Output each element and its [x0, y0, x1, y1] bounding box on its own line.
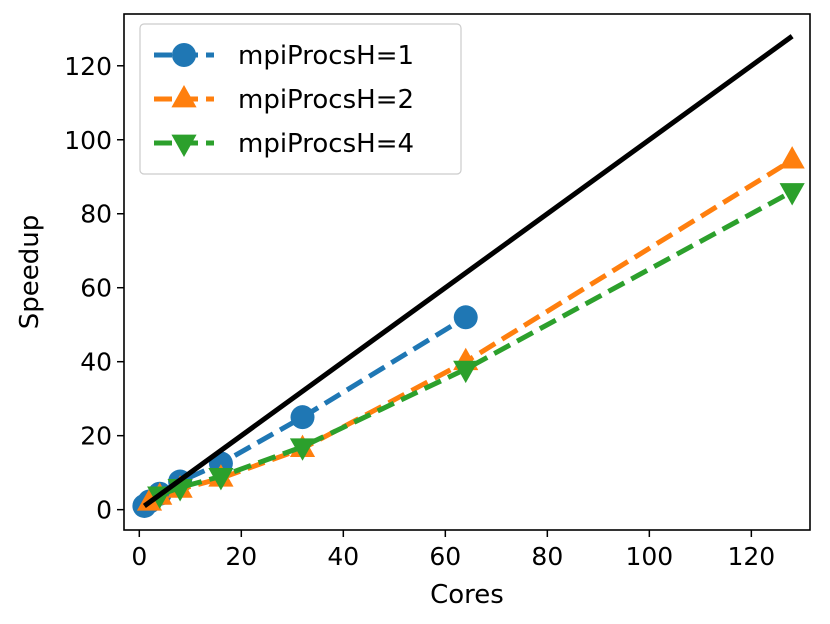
legend-label: mpiProcsH=2 [238, 85, 414, 115]
data-point [289, 438, 316, 461]
legend-item: mpiProcsH=1 [154, 41, 414, 71]
x-tick-label: 0 [131, 542, 147, 571]
plot-frame [123, 13, 811, 531]
y-tick-label: 60 [80, 274, 112, 303]
data-point [453, 305, 478, 330]
legend-marker [171, 85, 197, 108]
y-tick-label: 120 [64, 52, 112, 81]
x-tick-label: 100 [625, 542, 673, 571]
data-point [453, 360, 479, 384]
y-tick-label: 80 [80, 200, 112, 229]
legend-marker [172, 43, 196, 67]
x-tick-label: 80 [531, 542, 563, 571]
y-tick-label: 20 [80, 422, 112, 451]
y-tick-label: 40 [80, 348, 112, 377]
legend: mpiProcsH=1 mpiProcsH=2 mpiProcsH=4 [139, 23, 462, 175]
x-tick-label: 20 [225, 542, 257, 571]
legend-label: mpiProcsH=1 [238, 41, 414, 71]
x-axis-ticks: 0 20 40 60 80 100 120 [131, 530, 775, 571]
legend-item: mpiProcsH=4 [154, 129, 414, 159]
data-point [290, 405, 315, 430]
y-tick-label: 0 [96, 496, 112, 525]
x-axis-label: Cores [430, 580, 504, 610]
series-layer [132, 34, 805, 518]
data-point [779, 146, 805, 169]
legend-label: mpiProcsH=4 [238, 129, 414, 159]
y-tick-label: 100 [64, 126, 112, 155]
y-axis-ticks: 0 20 40 60 80 100 120 [64, 52, 124, 525]
ideal-speedup-line [142, 34, 794, 508]
x-tick-label: 60 [429, 542, 461, 571]
x-tick-label: 40 [327, 542, 359, 571]
data-point [208, 467, 234, 491]
data-point [779, 183, 805, 206]
series-3 [147, 183, 805, 509]
legend-item: mpiProcsH=2 [154, 85, 414, 115]
legend-box [139, 23, 462, 175]
y-axis-label: Speedup [15, 215, 45, 330]
legend-marker [171, 134, 197, 157]
series-line [158, 189, 794, 498]
x-tick-label: 120 [727, 542, 775, 571]
